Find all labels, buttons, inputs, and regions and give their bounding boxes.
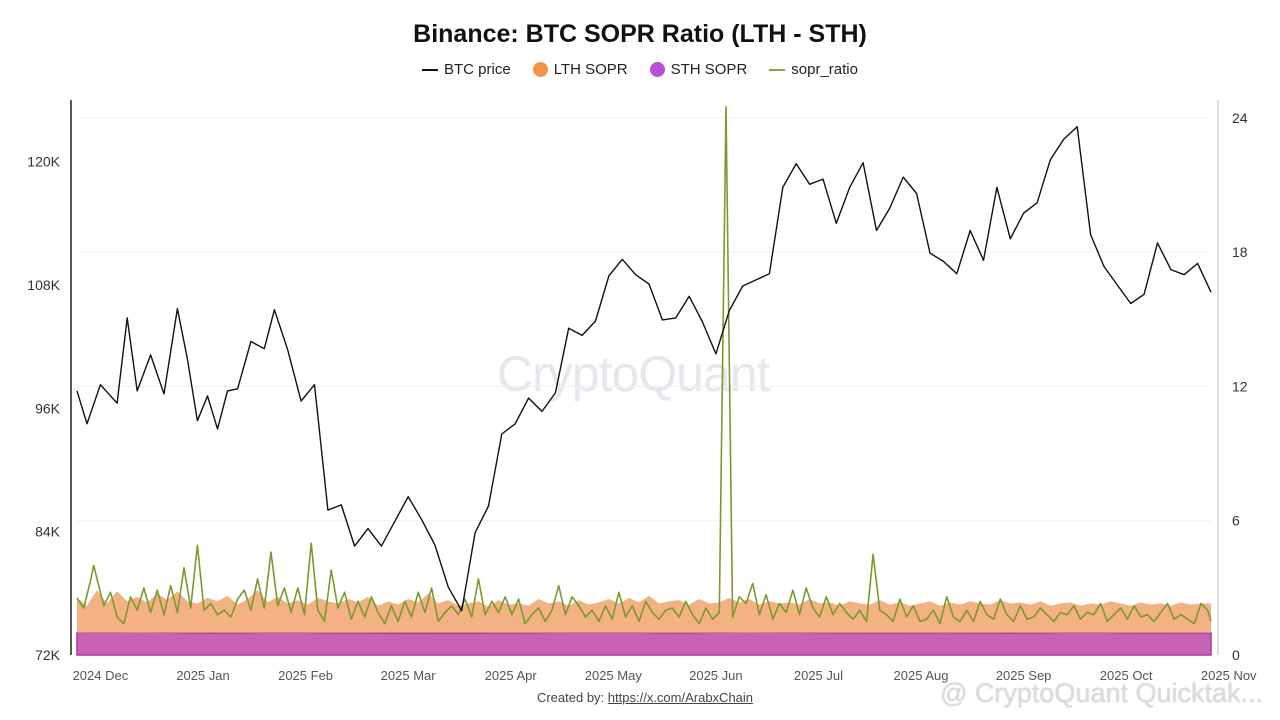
y-left-tick-label: 96K bbox=[35, 400, 61, 416]
x-tick-label: 2025 Mar bbox=[381, 668, 437, 683]
x-tick-label: 2025 May bbox=[585, 668, 643, 683]
legend-item-sopr-ratio[interactable]: sopr_ratio bbox=[769, 61, 858, 78]
legend-item-sth-sopr[interactable]: STH SOPR bbox=[649, 61, 748, 78]
legend-item-btc-price[interactable]: BTC price bbox=[422, 61, 511, 78]
legend-item-lth-sopr[interactable]: LTH SOPR bbox=[532, 61, 628, 78]
x-tick-label: 2025 Jun bbox=[689, 668, 743, 683]
lth-sopr-area bbox=[77, 590, 1211, 633]
x-tick-label: 2025 Oct bbox=[1100, 668, 1153, 683]
y-right-tick-label: 6 bbox=[1232, 513, 1240, 529]
x-tick-label: 2025 Feb bbox=[278, 668, 333, 683]
y-right-tick-label: 18 bbox=[1232, 244, 1248, 260]
legend-dot-swatch bbox=[532, 62, 548, 77]
x-tick-label: 2024 Dec bbox=[73, 668, 129, 683]
y-right-tick-label: 12 bbox=[1232, 378, 1248, 394]
y-right-tick-label: 0 bbox=[1232, 647, 1240, 663]
sopr-ratio-line bbox=[76, 105, 1212, 625]
y-left-tick-label: 108K bbox=[27, 277, 60, 293]
x-tick-label: 2025 Apr bbox=[485, 668, 538, 683]
y-right-tick-label: 24 bbox=[1232, 110, 1248, 126]
cryptoquant-watermark: CryptoQuant bbox=[497, 346, 770, 402]
chart-legend: BTC price LTH SOPR STH SOPR sopr_ratio bbox=[0, 61, 1280, 78]
x-tick-label: 2025 Nov bbox=[1201, 668, 1257, 683]
x-tick-label: 2025 Jan bbox=[176, 668, 230, 683]
legend-line-swatch bbox=[769, 68, 786, 71]
legend-label: sopr_ratio bbox=[791, 61, 858, 78]
legend-dot-swatch bbox=[649, 62, 665, 77]
y-left-tick-label: 72K bbox=[35, 647, 61, 663]
legend-label: LTH SOPR bbox=[553, 61, 628, 78]
y-left-tick-label: 84K bbox=[35, 524, 61, 540]
legend-label: STH SOPR bbox=[670, 61, 748, 78]
legend-label: BTC price bbox=[444, 61, 511, 78]
credit-link[interactable]: https://x.com/ArabxChain bbox=[607, 690, 754, 705]
quicktake-watermark: @ CryptoQuant Quicktak... bbox=[940, 678, 1264, 708]
x-tick-label: 2025 Sep bbox=[996, 668, 1052, 683]
btc-price-line bbox=[76, 126, 1212, 612]
x-tick-label: 2025 Jul bbox=[794, 668, 843, 683]
y-left-tick-label: 120K bbox=[27, 154, 60, 170]
chart-title: Binance: BTC SOPR Ratio (LTH - STH) bbox=[413, 20, 867, 48]
x-tick-label: 2025 Aug bbox=[894, 668, 949, 683]
sth-sopr-area bbox=[76, 631, 1212, 656]
credit-label: Created by: bbox=[536, 690, 605, 705]
chart-credit: Created by: https://x.com/ArabxChain bbox=[0, 690, 1280, 705]
legend-line-swatch bbox=[422, 68, 438, 71]
